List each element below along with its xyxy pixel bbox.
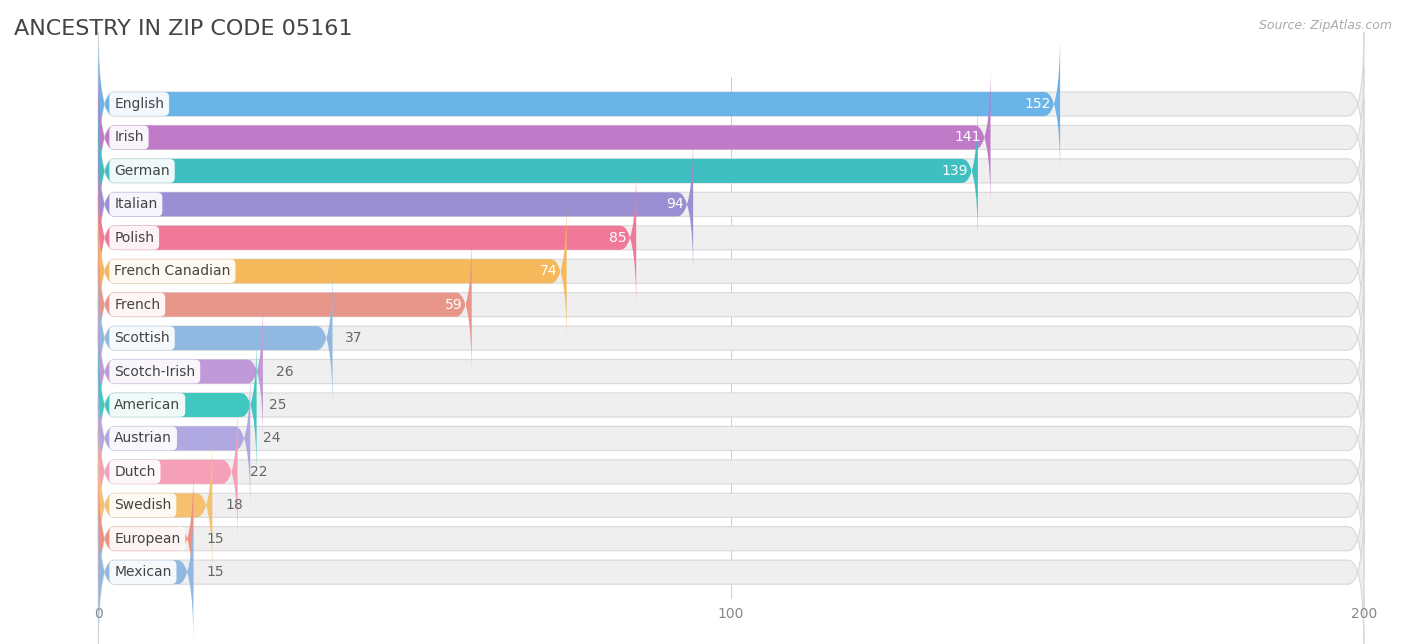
FancyBboxPatch shape — [98, 500, 194, 644]
Text: 26: 26 — [276, 365, 294, 379]
FancyBboxPatch shape — [98, 434, 1364, 577]
FancyBboxPatch shape — [98, 367, 250, 510]
FancyBboxPatch shape — [98, 66, 990, 209]
FancyBboxPatch shape — [98, 99, 1364, 243]
FancyBboxPatch shape — [98, 434, 212, 577]
FancyBboxPatch shape — [98, 467, 194, 611]
Text: English: English — [114, 97, 165, 111]
Text: Austrian: Austrian — [114, 431, 172, 446]
FancyBboxPatch shape — [98, 166, 636, 309]
Text: French: French — [114, 298, 160, 312]
Text: German: German — [114, 164, 170, 178]
FancyBboxPatch shape — [98, 233, 471, 376]
Text: Scotch-Irish: Scotch-Irish — [114, 365, 195, 379]
Text: 59: 59 — [444, 298, 463, 312]
Text: Italian: Italian — [114, 197, 157, 211]
Text: Polish: Polish — [114, 231, 155, 245]
FancyBboxPatch shape — [98, 401, 238, 544]
FancyBboxPatch shape — [98, 367, 1364, 510]
FancyBboxPatch shape — [98, 467, 1364, 611]
Text: Scottish: Scottish — [114, 331, 170, 345]
FancyBboxPatch shape — [98, 32, 1060, 176]
FancyBboxPatch shape — [98, 32, 1364, 176]
FancyBboxPatch shape — [98, 334, 1364, 477]
Text: 22: 22 — [250, 465, 267, 479]
Text: French Canadian: French Canadian — [114, 264, 231, 278]
FancyBboxPatch shape — [98, 300, 263, 443]
Text: 15: 15 — [205, 532, 224, 545]
Text: 15: 15 — [205, 565, 224, 579]
Text: ANCESTRY IN ZIP CODE 05161: ANCESTRY IN ZIP CODE 05161 — [14, 19, 353, 39]
FancyBboxPatch shape — [98, 166, 1364, 309]
FancyBboxPatch shape — [98, 300, 1364, 443]
FancyBboxPatch shape — [98, 401, 1364, 544]
FancyBboxPatch shape — [98, 66, 1364, 209]
Text: Mexican: Mexican — [114, 565, 172, 579]
Text: 74: 74 — [540, 264, 557, 278]
FancyBboxPatch shape — [98, 267, 1364, 410]
Text: 37: 37 — [346, 331, 363, 345]
Text: 24: 24 — [263, 431, 280, 446]
Text: 152: 152 — [1024, 97, 1050, 111]
Text: Irish: Irish — [114, 131, 143, 144]
FancyBboxPatch shape — [98, 334, 257, 477]
Text: Source: ZipAtlas.com: Source: ZipAtlas.com — [1258, 19, 1392, 32]
FancyBboxPatch shape — [98, 99, 977, 243]
FancyBboxPatch shape — [98, 200, 1364, 343]
Text: 141: 141 — [955, 131, 981, 144]
FancyBboxPatch shape — [98, 200, 567, 343]
Text: Swedish: Swedish — [114, 498, 172, 512]
Text: 18: 18 — [225, 498, 243, 512]
Text: 94: 94 — [666, 197, 683, 211]
FancyBboxPatch shape — [98, 133, 1364, 276]
FancyBboxPatch shape — [98, 133, 693, 276]
Text: Dutch: Dutch — [114, 465, 156, 479]
FancyBboxPatch shape — [98, 233, 1364, 376]
Text: American: American — [114, 398, 180, 412]
Text: 139: 139 — [942, 164, 969, 178]
FancyBboxPatch shape — [98, 500, 1364, 644]
Text: 25: 25 — [270, 398, 287, 412]
Text: 85: 85 — [609, 231, 627, 245]
FancyBboxPatch shape — [98, 267, 333, 410]
Text: European: European — [114, 532, 180, 545]
